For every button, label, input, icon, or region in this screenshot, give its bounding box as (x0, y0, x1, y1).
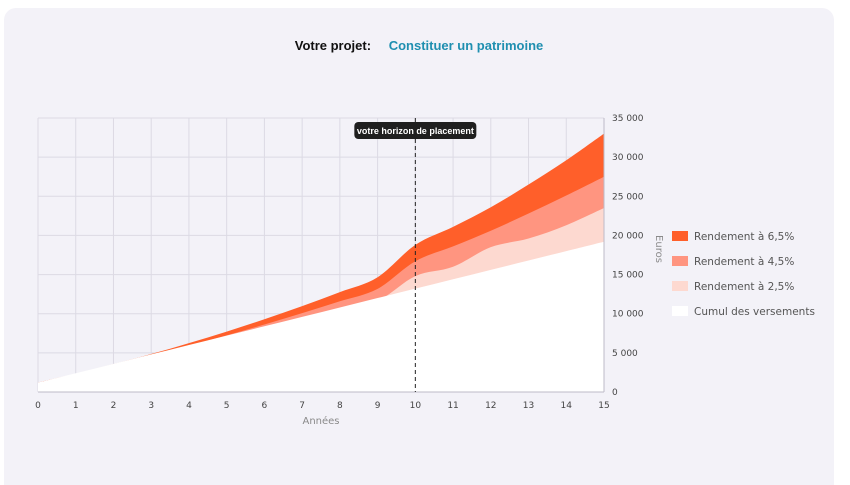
y-tick-label: 25 000 (612, 192, 644, 202)
legend-swatch (672, 231, 688, 241)
x-tick-label: 5 (224, 401, 230, 411)
y-tick-label: 35 000 (612, 114, 644, 124)
x-tick-label: 9 (375, 401, 381, 411)
legend-label: Rendement à 4,5% (694, 256, 794, 268)
x-tick-label: 8 (337, 401, 343, 411)
legend-item-3: Cumul des versements (672, 306, 815, 318)
y-tick-label: 0 (612, 388, 618, 398)
project-header: Votre projet: Constituer un patrimoine (4, 38, 834, 53)
horizon-callout-bg (354, 122, 477, 139)
area-series-3 (38, 241, 604, 392)
legend-label: Rendement à 2,5% (694, 281, 794, 293)
legend-swatch (672, 281, 688, 291)
legend-item-1: Rendement à 4,5% (672, 256, 794, 268)
legend-label: Rendement à 6,5% (694, 231, 794, 243)
legend-item-2: Rendement à 2,5% (672, 281, 794, 293)
horizon-callout-label: votre horizon de placement (357, 126, 474, 136)
project-value[interactable]: Constituer un patrimoine (388, 38, 544, 53)
project-label: Votre projet: (294, 38, 372, 53)
x-tick-label: 4 (186, 401, 192, 411)
x-tick-label: 14 (561, 401, 573, 411)
x-tick-label: 11 (447, 401, 458, 411)
y-tick-label: 20 000 (612, 231, 644, 241)
x-tick-label: 1 (73, 401, 79, 411)
y-tick-label: 30 000 (612, 153, 644, 163)
y-tick-label: 5 000 (612, 349, 638, 359)
x-axis-title: Années (302, 415, 339, 427)
y-tick-label: 10 000 (612, 310, 644, 320)
horizon-callout: votre horizon de placement (354, 122, 477, 139)
x-tick-label: 7 (299, 401, 305, 411)
x-tick-label: 2 (111, 401, 117, 411)
legend-label: Cumul des versements (694, 306, 815, 318)
y-tick-label: 15 000 (612, 271, 644, 281)
legend-item-0: Rendement à 6,5% (672, 231, 794, 243)
x-tick-label: 6 (262, 401, 268, 411)
x-tick-label: 13 (523, 401, 534, 411)
legend-swatch (672, 256, 688, 266)
legend-swatch (672, 306, 688, 316)
x-tick-label: 0 (35, 401, 41, 411)
x-tick-label: 3 (148, 401, 154, 411)
x-tick-label: 15 (598, 401, 609, 411)
y-axis-title: Euros (653, 235, 664, 263)
x-tick-label: 12 (485, 401, 496, 411)
x-tick-label: 10 (410, 401, 422, 411)
